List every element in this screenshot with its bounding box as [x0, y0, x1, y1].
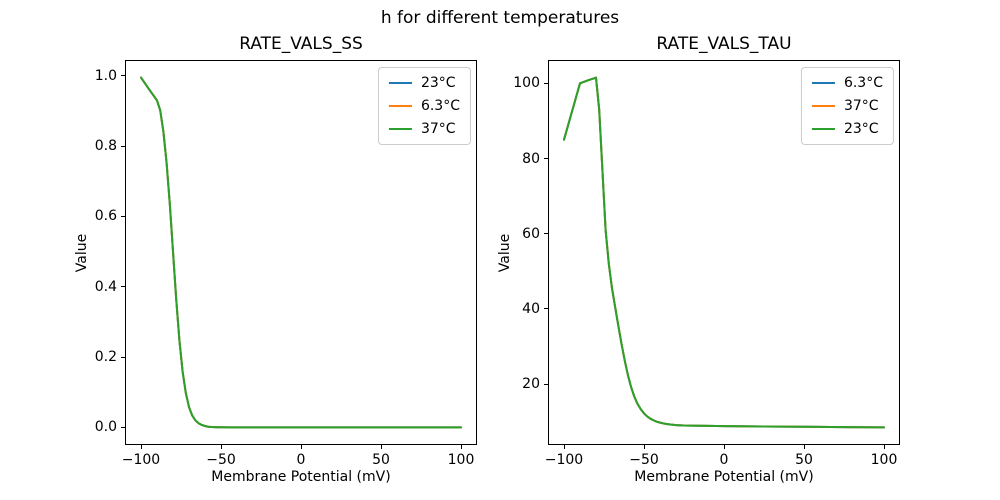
y-tick-label: 60: [522, 225, 540, 242]
x-tick-label: −50: [629, 452, 659, 468]
y-tick-mark: [544, 308, 548, 310]
legend-line-swatch: [811, 128, 835, 130]
y-tick-label: 1.0: [94, 67, 117, 84]
x-tick-label: 100: [870, 452, 898, 468]
legend-line-swatch: [811, 105, 835, 107]
legend-entry: 6.3°C: [388, 98, 460, 114]
legend-entry: 37°C: [811, 98, 883, 114]
legend-entry: 37°C: [388, 121, 460, 137]
legend-entry: 6.3°C: [811, 75, 883, 91]
x-tick-mark: [140, 445, 142, 449]
y-tick-label: 100: [513, 75, 540, 92]
line-chart: [140, 76, 462, 429]
y-tick-mark: [121, 286, 125, 288]
x-tick-mark: [883, 445, 885, 449]
y-tick-mark: [121, 426, 125, 428]
x-tick-mark: [643, 445, 645, 449]
x-tick-label: 0: [296, 452, 306, 468]
y-tick-mark: [544, 158, 548, 159]
y-tick-label: 20: [522, 376, 540, 393]
series-line-37°C: [140, 76, 462, 429]
legend-label: 6.3°C: [420, 98, 460, 114]
legend-line-swatch: [388, 82, 412, 84]
x-tick-mark: [300, 445, 302, 449]
series-line-23°C: [563, 76, 885, 429]
x-axis-label: Membrane Potential (mV): [634, 469, 814, 485]
legend-line-swatch: [388, 128, 412, 130]
plot-title: RATE_VALS_TAU: [656, 34, 792, 54]
y-tick-mark: [121, 75, 125, 77]
x-tick-mark: [460, 445, 462, 449]
y-tick-label: 0.4: [94, 278, 117, 295]
figure-suptitle: h for different temperatures: [380, 8, 620, 28]
legend-line-swatch: [811, 82, 835, 84]
x-tick-label: 50: [795, 452, 813, 468]
y-tick-label: 80: [522, 150, 540, 167]
x-tick-mark: [723, 445, 725, 449]
y-tick-mark: [544, 233, 548, 235]
y-tick-label: 40: [522, 300, 540, 317]
x-tick-mark: [803, 445, 805, 449]
y-tick-label: 0.8: [94, 138, 117, 155]
line-chart: [563, 76, 885, 429]
legend-line-swatch: [388, 105, 412, 107]
x-tick-mark: [563, 445, 565, 449]
x-tick-label: −50: [206, 452, 236, 468]
y-tick-mark: [544, 383, 548, 385]
y-tick-mark: [121, 145, 125, 147]
y-tick-label: 0.2: [94, 349, 117, 366]
legend-entry: 23°C: [811, 121, 883, 137]
y-tick-mark: [121, 356, 125, 358]
x-axis-label: Membrane Potential (mV): [211, 469, 391, 485]
legend: 23°C 6.3°C 37°C: [377, 67, 471, 145]
axes-frame: [125, 60, 477, 445]
y-tick-mark: [121, 215, 125, 217]
x-tick-mark: [220, 445, 222, 449]
x-tick-label: −100: [544, 452, 584, 468]
legend: 6.3°C 37°C 23°C: [800, 67, 894, 145]
legend-label: 37°C: [420, 121, 456, 137]
x-tick-label: 50: [372, 452, 390, 468]
axes-frame: [548, 60, 900, 445]
x-tick-label: 0: [719, 452, 729, 468]
x-tick-label: 100: [447, 452, 475, 468]
y-axis-label: Value: [497, 233, 513, 272]
x-tick-mark: [380, 445, 382, 449]
legend-label: 37°C: [843, 98, 879, 114]
y-tick-label: 0.0: [94, 419, 117, 436]
y-tick-label: 0.6: [94, 208, 117, 225]
legend-label: 23°C: [420, 75, 456, 91]
y-tick-mark: [544, 82, 548, 84]
legend-label: 6.3°C: [843, 75, 883, 91]
x-tick-label: −100: [121, 452, 161, 468]
legend-entry: 23°C: [388, 75, 460, 91]
plot-title: RATE_VALS_SS: [239, 34, 363, 54]
legend-label: 23°C: [843, 121, 879, 137]
